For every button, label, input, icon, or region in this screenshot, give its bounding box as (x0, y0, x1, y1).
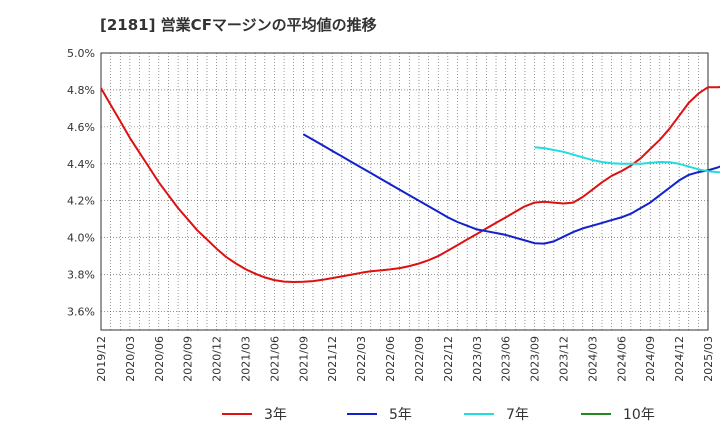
x-tick-label: 2024/03 (586, 336, 599, 382)
chart-title: [2181] 営業CFマージンの平均値の推移 (100, 16, 377, 34)
x-tick-label: 2021/06 (268, 336, 281, 382)
x-tick-label: 2022/09 (413, 336, 426, 382)
x-tick-label: 2023/09 (529, 336, 542, 382)
y-tick-label: 4.4% (67, 158, 95, 171)
x-tick-label: 2021/03 (240, 336, 253, 382)
legend-label: 3年 (264, 407, 287, 423)
x-tick-label: 2019/12 (95, 336, 108, 382)
legend-label: 5年 (389, 407, 412, 423)
x-axis-ticks: 2019/12 2020/03 2020/06 2020/09 2020/12 2021/… (95, 336, 715, 382)
x-tick-label: 2023/12 (557, 336, 570, 382)
legend: 3年 5年 7年 10年 (222, 407, 655, 423)
series-line-7年 (534, 146, 720, 174)
x-tick-label: 2021/12 (326, 336, 339, 382)
y-tick-label: 4.8% (67, 84, 95, 97)
y-tick-label: 3.6% (67, 306, 95, 319)
grid (101, 52, 708, 330)
plot-frame (100, 52, 709, 331)
y-tick-label: 4.6% (67, 121, 95, 134)
x-tick-label: 2022/06 (384, 336, 397, 382)
x-tick-label: 2024/12 (673, 336, 686, 382)
y-tick-label: 4.0% (67, 232, 95, 245)
x-tick-label: 2022/12 (442, 336, 455, 382)
legend-label: 7年 (506, 407, 529, 423)
x-tick-label: 2020/03 (124, 336, 137, 382)
x-tick-label: 2024/06 (615, 336, 628, 382)
x-tick-label: 2020/06 (153, 336, 166, 382)
y-tick-label: 4.2% (67, 195, 95, 208)
x-tick-label: 2025/03 (702, 336, 715, 382)
series-line-3年 (100, 85, 720, 283)
series-line-5年 (302, 133, 720, 245)
series-lines (100, 85, 720, 283)
x-tick-label: 2022/03 (355, 336, 368, 382)
x-tick-label: 2020/09 (182, 336, 195, 382)
x-tick-label: 2024/09 (644, 336, 657, 382)
y-tick-label: 3.8% (67, 269, 95, 282)
x-tick-label: 2023/06 (500, 336, 513, 382)
legend-label: 10年 (623, 407, 655, 423)
x-tick-label: 2021/09 (297, 336, 310, 382)
y-axis-ticks: 3.6% 3.8% 4.0% 4.2% 4.4% 4.6% 4.8% 5.0% (67, 47, 95, 319)
x-tick-label: 2023/03 (471, 336, 484, 382)
x-tick-label: 2020/12 (211, 336, 224, 382)
y-tick-label: 5.0% (67, 47, 95, 60)
